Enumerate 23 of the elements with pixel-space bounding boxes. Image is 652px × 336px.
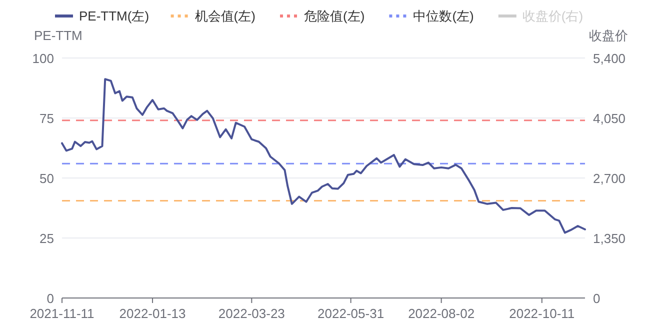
x-tick-label: 2021-11-11 — [30, 306, 94, 321]
y2-axis-title: 收盘价 — [589, 28, 628, 43]
legend-label: PE-TTM(左) — [79, 8, 150, 24]
y2-tick-label: 1,350 — [593, 231, 626, 246]
y-tick-label: 50 — [40, 171, 54, 186]
y2-tick-label: 2,700 — [593, 171, 626, 186]
y-tick-label: 75 — [40, 111, 54, 126]
legend-label: 中位数(左) — [413, 8, 474, 24]
y2-tick-label: 0 — [593, 291, 600, 306]
y-axis-title: PE-TTM — [34, 28, 82, 43]
x-tick-label: 2022-08-02 — [408, 306, 475, 321]
x-tick-label: 2022-10-11 — [509, 306, 575, 321]
x-tick-label: 2022-01-13 — [119, 306, 186, 321]
line-series — [61, 78, 586, 234]
y-tick-label: 0 — [46, 291, 54, 306]
x-tick-label: 2022-05-31 — [318, 306, 384, 321]
legend-label: 机会值(左) — [194, 8, 256, 24]
legend-label: 危险值(左) — [304, 8, 365, 24]
y-tick-label: 100 — [32, 51, 54, 66]
x-tick-label: 2022-03-23 — [218, 306, 285, 321]
y2-tick-label: 4,050 — [593, 111, 626, 126]
y-tick-label: 25 — [40, 231, 54, 246]
y2-tick-label: 5,400 — [593, 51, 626, 66]
